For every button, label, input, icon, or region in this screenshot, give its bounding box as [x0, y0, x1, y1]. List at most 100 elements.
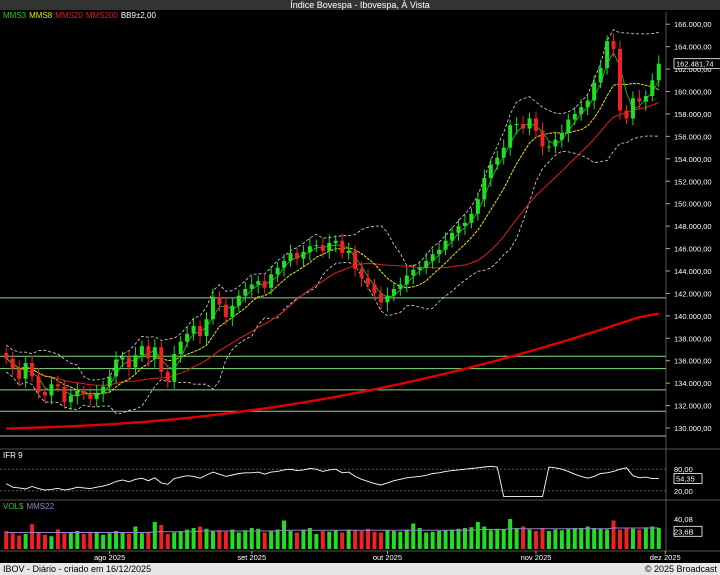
- candle-body: [488, 164, 493, 178]
- candle-body: [508, 125, 513, 148]
- candle-body: [17, 368, 22, 379]
- volume-bar: [152, 522, 157, 549]
- volume-bar: [572, 528, 577, 549]
- ifr-tick-label: 80,00: [674, 465, 693, 474]
- volume-bar: [553, 529, 558, 549]
- y-tick-label: 146.000,00: [674, 245, 712, 254]
- candle-body: [120, 357, 125, 360]
- candle-body: [152, 347, 157, 359]
- candle-body: [307, 246, 312, 252]
- candle-body: [88, 394, 93, 399]
- candle-body: [133, 355, 138, 368]
- candle-body: [55, 384, 60, 387]
- candle-body: [346, 250, 351, 254]
- candle-body: [217, 296, 222, 305]
- volume-bar: [42, 534, 47, 549]
- volume-bar: [359, 531, 364, 549]
- volume-bar: [611, 520, 616, 549]
- x-tick-label: nov 2025: [521, 553, 552, 562]
- window-title: Índice Bovespa - Ibovespa, À Vista: [0, 0, 720, 10]
- candle-body: [327, 242, 332, 251]
- volume-bar: [378, 532, 383, 549]
- candle-body: [495, 157, 500, 165]
- candle-body: [637, 98, 642, 102]
- candle-body: [378, 293, 383, 303]
- volume-bar: [462, 528, 467, 549]
- volume-bar: [385, 530, 390, 549]
- volume-bar: [656, 528, 661, 549]
- candle-body: [385, 295, 390, 303]
- volume-bar: [450, 529, 455, 549]
- main-legend: MMS3 MMS8 MMS20 MMS200 BB9±2,00: [3, 11, 159, 21]
- candle-body: [139, 346, 144, 356]
- mms8-line: [5, 82, 659, 395]
- volume-bar: [36, 532, 41, 549]
- volume-bar: [307, 528, 312, 549]
- volume-bar: [4, 531, 9, 549]
- y-tick-label: 132.000,00: [674, 402, 712, 411]
- volume-bar: [372, 531, 377, 549]
- volume-bar: [424, 532, 429, 549]
- volume-bar: [30, 524, 35, 549]
- volume-bar: [68, 532, 73, 549]
- volume-bar: [482, 526, 487, 549]
- volume-bar: [592, 528, 597, 549]
- candle-body: [430, 254, 435, 261]
- volume-bar: [437, 531, 442, 549]
- y-tick-label: 160.000,00: [674, 88, 712, 97]
- volume-bar: [417, 528, 422, 549]
- y-tick-label: 142.000,00: [674, 289, 712, 298]
- volume-bar: [327, 531, 332, 549]
- candle-body: [391, 288, 396, 296]
- chart-canvas[interactable]: 130.000,00 132.000,00 134.000,00 136.000,00…: [0, 10, 720, 563]
- volume-bar: [146, 531, 151, 549]
- volume-bar: [340, 532, 345, 549]
- candle-body: [482, 177, 487, 200]
- candle-body: [437, 249, 442, 255]
- x-tick-label: dez 2025: [650, 553, 681, 562]
- candle-body: [559, 133, 564, 140]
- volume-bar: [120, 532, 125, 549]
- volume-bar: [488, 530, 493, 549]
- volume-last-box: [673, 525, 703, 537]
- x-tick-label: ago 2025: [94, 553, 125, 562]
- candle-body: [230, 305, 235, 317]
- candle-body: [198, 325, 203, 337]
- candle-body: [236, 295, 241, 306]
- volume-bar: [546, 531, 551, 549]
- candle-body: [643, 96, 648, 102]
- volume-bar: [191, 528, 196, 549]
- candle-body: [159, 347, 164, 372]
- candle-body: [366, 277, 371, 285]
- y-tick-label: 162.000,00: [674, 65, 712, 74]
- volume-bar: [55, 529, 60, 549]
- volume-bar: [585, 526, 590, 549]
- volume-bar: [411, 523, 416, 549]
- volume-bar: [404, 529, 409, 549]
- candle-body: [42, 392, 47, 396]
- candle-body: [501, 147, 506, 158]
- volume-bar: [624, 528, 629, 549]
- mms200-line: [6, 312, 660, 430]
- volume-bar: [346, 529, 351, 549]
- ifr-legend: IFR 9: [3, 451, 26, 461]
- volume-bar: [269, 531, 274, 549]
- candle-body: [618, 48, 623, 111]
- candle-body: [75, 391, 80, 396]
- y-tick-label: 154.000,00: [674, 155, 712, 164]
- footer-copyright: © 2025 Broadcast: [644, 564, 717, 574]
- candle-body: [611, 41, 616, 49]
- candle-body: [456, 226, 461, 233]
- volume-bar: [508, 519, 513, 549]
- candle-body: [469, 213, 474, 223]
- candle-body: [417, 267, 422, 270]
- volume-bar: [94, 531, 99, 549]
- volume-bar: [605, 529, 610, 549]
- candle-body: [656, 63, 661, 81]
- candle-body: [178, 341, 183, 354]
- candle-body: [210, 296, 215, 320]
- volume-bar: [256, 528, 261, 549]
- legend-item-bb9200: BB9±2,00: [120, 11, 156, 20]
- volume-bar: [126, 534, 131, 549]
- y-tick-label: 156.000,00: [674, 132, 712, 141]
